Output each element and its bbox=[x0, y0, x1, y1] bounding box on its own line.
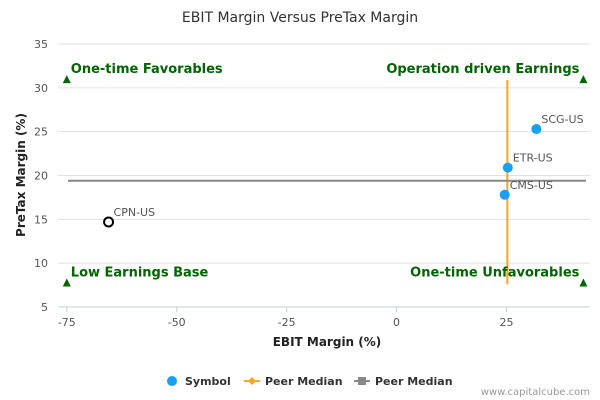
y-axis-label: PreTax Margin (%) bbox=[14, 113, 28, 237]
data-point bbox=[502, 162, 513, 173]
data-point-label: ETR-US bbox=[513, 152, 553, 165]
y-tick-label: 35 bbox=[34, 38, 48, 51]
legend: Symbol Peer Median Peer Median bbox=[167, 375, 453, 388]
x-tick-label: -50 bbox=[168, 316, 186, 329]
median-layer bbox=[68, 79, 586, 285]
quadrant-label: One-time Unfavorables bbox=[410, 265, 579, 280]
y-tick-label: 5 bbox=[41, 301, 48, 314]
grid-layer bbox=[58, 43, 590, 264]
y-tick-label: 10 bbox=[34, 257, 48, 270]
legend-label: Symbol bbox=[185, 375, 231, 388]
quadrant-layer: One-time Favorables Operation driven Earn… bbox=[62, 62, 588, 287]
quadrant-marker bbox=[579, 75, 588, 84]
quadrant-label: Low Earnings Base bbox=[71, 265, 209, 280]
x-axis-label: EBIT Margin (%) bbox=[273, 335, 382, 349]
y-tick-label: 15 bbox=[34, 213, 48, 226]
quadrant-marker bbox=[62, 278, 71, 287]
data-point bbox=[499, 189, 510, 200]
quadrant-marker bbox=[579, 278, 588, 287]
x-tick-label: -75 bbox=[58, 316, 76, 329]
x-tick-label: 0 bbox=[393, 316, 400, 329]
quadrant-label: One-time Favorables bbox=[71, 62, 223, 77]
x-tick-label: -25 bbox=[278, 316, 296, 329]
legend-symbol-marker bbox=[167, 376, 177, 386]
legend-label: Peer Median bbox=[375, 375, 453, 388]
y-tick-label: 30 bbox=[34, 82, 48, 95]
data-point bbox=[103, 216, 115, 228]
legend-diamond-marker bbox=[248, 377, 256, 385]
point-layer: SCG-US ETR-US CMS-US CPN-US bbox=[103, 113, 584, 228]
y-tick-label: 20 bbox=[34, 170, 48, 183]
legend-label: Peer Median bbox=[265, 375, 343, 388]
credit-text: www.capitalcube.com bbox=[481, 387, 590, 398]
data-point-label: SCG-US bbox=[541, 113, 583, 126]
legend-square-marker bbox=[358, 377, 366, 385]
x-tick-label: 25 bbox=[499, 316, 513, 329]
quadrant-marker bbox=[62, 75, 71, 84]
chart-title: EBIT Margin Versus PreTax Margin bbox=[182, 10, 418, 26]
y-tick-label: 25 bbox=[34, 126, 48, 139]
axis-layer: 5 10 15 20 25 30 35 -75 -50 -25 0 25 bbox=[34, 38, 590, 329]
data-point-label: CMS-US bbox=[510, 179, 553, 192]
quadrant-label: Operation driven Earnings bbox=[386, 62, 579, 77]
data-point-label: CPN-US bbox=[114, 206, 156, 219]
data-point bbox=[531, 124, 542, 135]
